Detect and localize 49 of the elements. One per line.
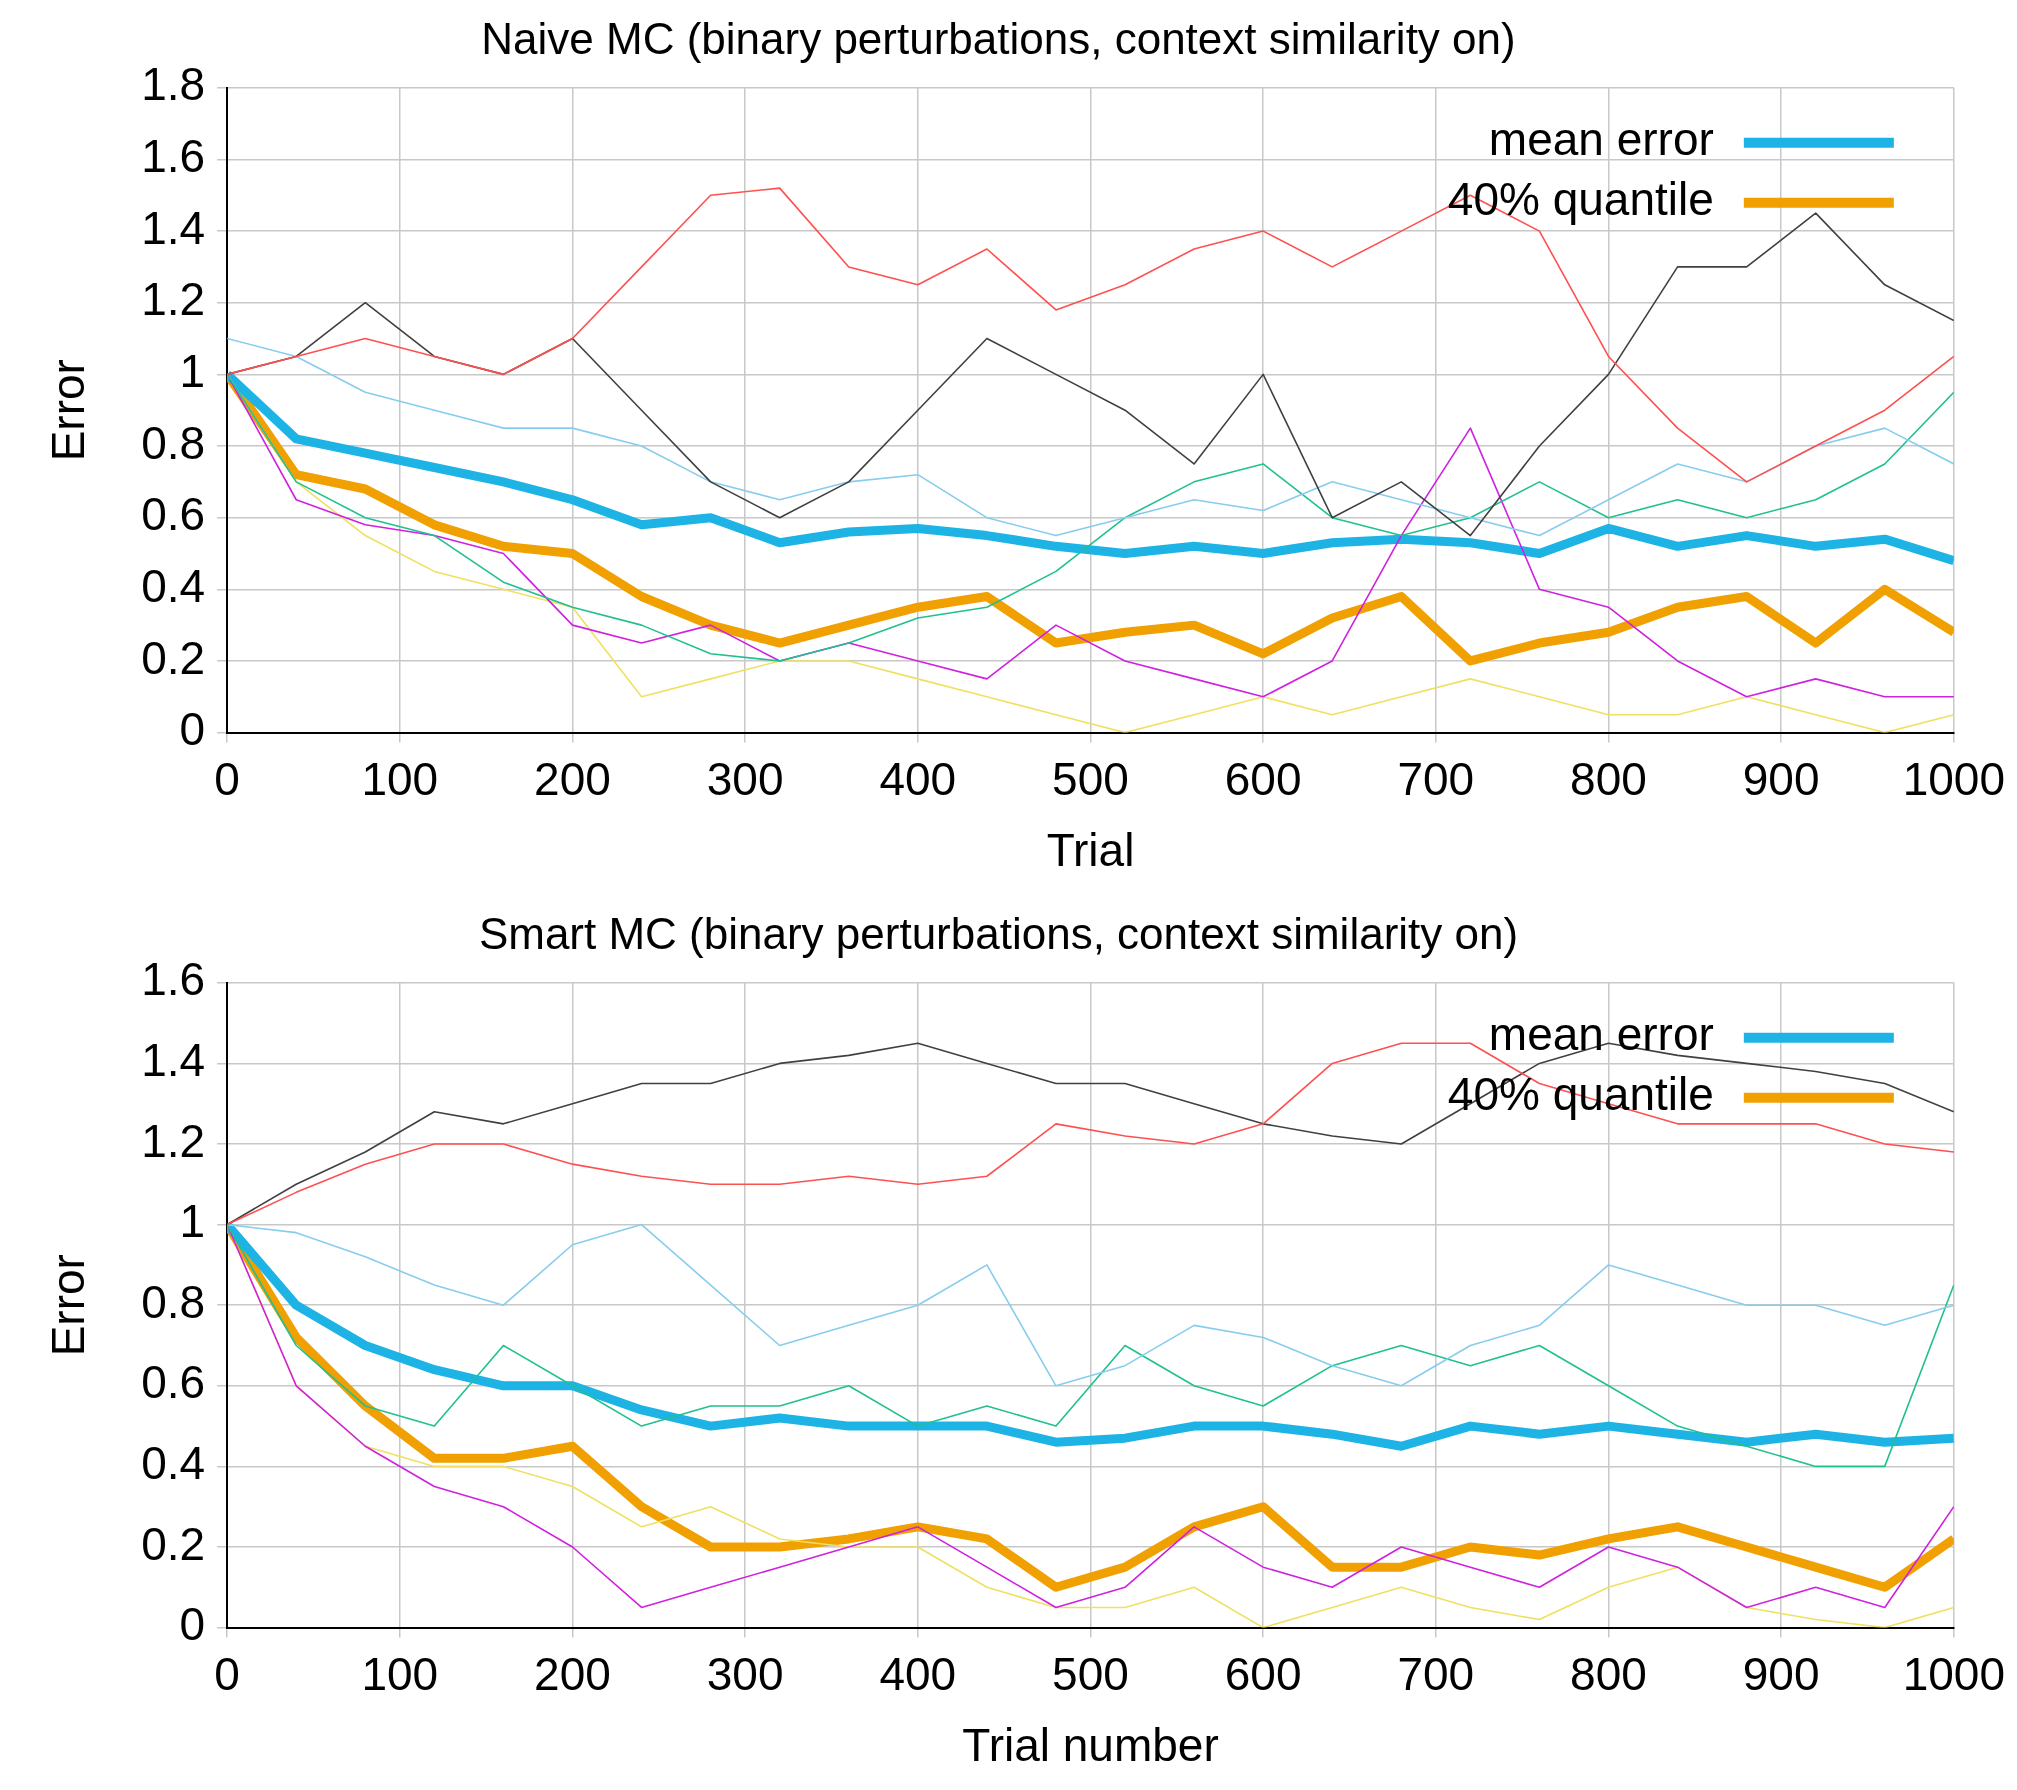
legend-label: mean error <box>1488 113 1714 166</box>
y-axis-title: Error <box>42 1254 95 1357</box>
x-tick-label: 800 <box>1570 752 1647 805</box>
y-tick-label: 0.2 <box>141 1517 206 1570</box>
x-tick-label: 600 <box>1224 1647 1302 1700</box>
legend-label: mean error <box>1488 1008 1714 1061</box>
chart-title: Smart MC (binary perturbations, context similarity on) <box>478 908 1519 958</box>
x-tick-label: 200 <box>534 752 611 805</box>
x-tick-label: 0 <box>214 1647 240 1700</box>
y-tick-label: 1.6 <box>141 130 206 183</box>
y-tick-label: 0 <box>179 703 206 756</box>
x-tick-label: 900 <box>1742 1647 1820 1700</box>
x-tick-label: 700 <box>1397 1647 1475 1700</box>
x-tick-label: 1000 <box>1902 752 2006 805</box>
x-tick-label: 700 <box>1397 752 1475 805</box>
y-tick-label: 0 <box>179 1598 206 1651</box>
y-tick-label: 0.4 <box>141 1437 206 1490</box>
y-tick-label: 0.8 <box>141 416 206 469</box>
y-tick-label: 0.4 <box>141 560 206 612</box>
x-tick-label: 800 <box>1570 1647 1647 1700</box>
x-tick-label: 400 <box>879 1647 957 1700</box>
y-axis-title: Error <box>42 359 95 462</box>
y-tick-label: 1.4 <box>141 1034 206 1087</box>
y-tick-label: 1.2 <box>141 273 206 326</box>
y-tick-label: 0.8 <box>141 1275 206 1328</box>
x-tick-label: 0 <box>214 752 240 805</box>
y-tick-label: 1.6 <box>141 953 206 1006</box>
x-axis-title: Trial <box>1046 824 1135 877</box>
x-axis-title: Trial number <box>962 1719 1219 1772</box>
x-tick-label: 500 <box>1052 752 1129 805</box>
x-tick-label: 300 <box>706 1647 784 1700</box>
y-tick-label: 1.4 <box>141 201 206 254</box>
x-tick-label: 100 <box>361 752 439 805</box>
x-tick-label: 1000 <box>1902 1647 2006 1700</box>
y-tick-label: 1 <box>179 1195 206 1248</box>
y-tick-label: 1 <box>179 345 206 398</box>
x-tick-label: 500 <box>1052 1647 1129 1700</box>
y-tick-label: 0.2 <box>141 631 206 684</box>
x-tick-label: 600 <box>1224 752 1302 805</box>
y-tick-label: 1.8 <box>141 58 206 111</box>
x-tick-label: 900 <box>1742 752 1820 805</box>
x-tick-label: 400 <box>879 752 957 805</box>
x-tick-label: 300 <box>706 752 784 805</box>
y-tick-label: 0.6 <box>141 488 206 541</box>
y-tick-label: 0.6 <box>141 1356 206 1409</box>
chart-title: Naive MC (binary perturbations, context similarity on) <box>481 13 1516 63</box>
y-tick-label: 1.2 <box>141 1114 206 1167</box>
x-tick-label: 100 <box>361 1647 439 1700</box>
x-tick-label: 200 <box>534 1647 611 1700</box>
